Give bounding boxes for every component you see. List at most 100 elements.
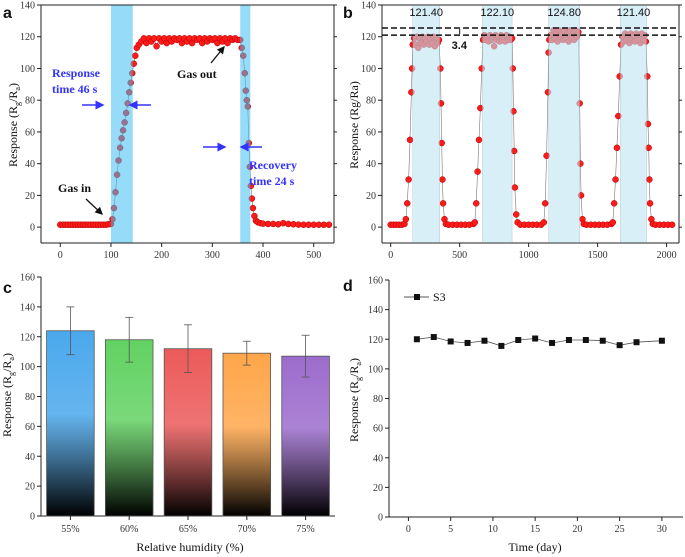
data-point (541, 200, 549, 207)
x-tick-label: 0 (58, 250, 63, 261)
data-point (403, 200, 411, 207)
y-tick-label: 20 (25, 482, 35, 493)
y-tick-label: 40 (366, 159, 376, 170)
shaded-region (240, 5, 251, 243)
x-tick-label: 20 (572, 524, 582, 535)
panel-c-plot: 0 20 40 60 80 100 120 140 160 55% 60% 65% 70% 75% (20, 273, 335, 535)
panel-c-xlabel: Relative humidity (%) (136, 540, 243, 554)
y-tick-label: 140 (20, 1, 35, 12)
x-tick-label: 400 (256, 250, 271, 261)
y-tick-label: 120 (20, 32, 35, 43)
recovery-time-label-1: Recovery (249, 158, 297, 172)
data-point (474, 168, 481, 175)
y-tick-label: 100 (361, 64, 376, 75)
data-point (413, 336, 420, 343)
x-tick-label: 300 (205, 250, 220, 261)
data-point (532, 335, 539, 342)
y-tick-label: 140 (361, 1, 376, 12)
gas-out-arrow-icon (210, 45, 225, 64)
response-time-label-2: time 46 s (52, 82, 98, 96)
y-tick-label: 80 (373, 394, 383, 405)
data-point (599, 337, 606, 344)
data-point (610, 200, 618, 207)
data-point (471, 219, 479, 226)
shaded-region (620, 5, 647, 243)
data-point (447, 338, 454, 345)
x-tick-label: 15 (530, 524, 540, 535)
peak-label: 121.40 (409, 7, 443, 19)
x-tick-label: 25 (615, 524, 625, 535)
y-tick-label: 140 (368, 305, 383, 316)
legend-marker (414, 294, 420, 300)
data-point (613, 144, 621, 152)
gas-in-arrow-icon (85, 198, 103, 215)
y-tick-label: 100 (20, 362, 35, 373)
y-tick-label: 0 (30, 512, 35, 523)
data-point (511, 184, 519, 191)
data-point (668, 221, 676, 229)
data-point (612, 176, 619, 183)
panel-b-plot: 0 20 40 60 80 100 120 140 0 500 1000 1500 2000 3.4 121… (361, 1, 682, 261)
legend-label: S3 (433, 290, 446, 304)
y-tick-label: 20 (373, 483, 383, 494)
bar (281, 355, 330, 517)
peak-label: 122.10 (480, 7, 514, 19)
shaded-region (482, 5, 513, 243)
x-tick-label: 500 (306, 250, 321, 261)
gas-out-label: Gas out (177, 67, 217, 81)
data-point (481, 337, 488, 344)
x-tick-label: 30 (657, 524, 667, 535)
panel-c-ylabel: Response (Rg/Ra) (0, 353, 16, 437)
x-tick-label: 0 (388, 250, 393, 261)
x-tick-label: 200 (154, 250, 169, 261)
y-tick-label: 80 (25, 96, 35, 107)
panel-d-plot: 0 20 40 60 80 100 120 140 160 0 5 10 15 20 25 30 S3 (368, 276, 683, 535)
data-point (430, 334, 437, 341)
x-tick-label: 1000 (519, 250, 539, 261)
data-point (646, 176, 653, 183)
y-tick-label: 120 (20, 332, 35, 343)
y-tick-label: 60 (25, 422, 35, 433)
data-point (406, 136, 414, 144)
bar (46, 330, 95, 517)
y-tick-label: 40 (25, 452, 35, 463)
y-tick-label: 0 (378, 513, 383, 524)
y-tick-label: 100 (368, 364, 383, 375)
shaded-region (548, 5, 580, 243)
y-tick-label: 100 (20, 64, 35, 75)
response-time-label-1: Response (52, 66, 101, 80)
y-tick-label: 20 (366, 191, 376, 202)
recovery-time-label-2: time 24 s (249, 174, 295, 188)
difference-label: 3.4 (452, 40, 468, 52)
y-tick-label: 40 (25, 159, 35, 170)
data-point (405, 176, 412, 183)
x-tick-label: 55% (61, 524, 79, 535)
x-tick-label: 75% (296, 524, 314, 535)
data-point (633, 339, 640, 346)
y-tick-label: 40 (373, 453, 383, 464)
panel-letter-c: c (3, 280, 12, 297)
x-tick-label: 65% (179, 524, 197, 535)
panel-b-ylabel: Response (Rg/Ra) (347, 81, 361, 169)
x-tick-label: 0 (406, 524, 411, 535)
bar (163, 348, 213, 517)
y-tick-label: 120 (368, 335, 383, 346)
data-point (325, 221, 333, 229)
data-point (498, 342, 505, 349)
y-tick-label: 80 (25, 392, 35, 403)
shaded-region (110, 5, 133, 243)
panel-d-xlabel: Time (day) (508, 540, 561, 554)
data-point (646, 200, 654, 207)
data-point (439, 200, 447, 207)
data-point (658, 337, 665, 344)
x-tick-label: 500 (452, 250, 467, 261)
shaded-region (412, 5, 440, 243)
data-point (540, 219, 548, 226)
panel-a-annotations: Response time 46 s Recovery time 24 s Ga… (52, 45, 297, 215)
panel-a-ylabel: Response (Rg/Ra) (6, 83, 22, 167)
data-point (464, 339, 471, 346)
y-tick-label: 160 (368, 276, 383, 287)
panel-a-plot: 0 20 40 60 80 100 120 140 0 100 200 300 400 500 (20, 1, 337, 261)
x-tick-label: 2000 (657, 250, 677, 261)
data-point (609, 219, 617, 226)
